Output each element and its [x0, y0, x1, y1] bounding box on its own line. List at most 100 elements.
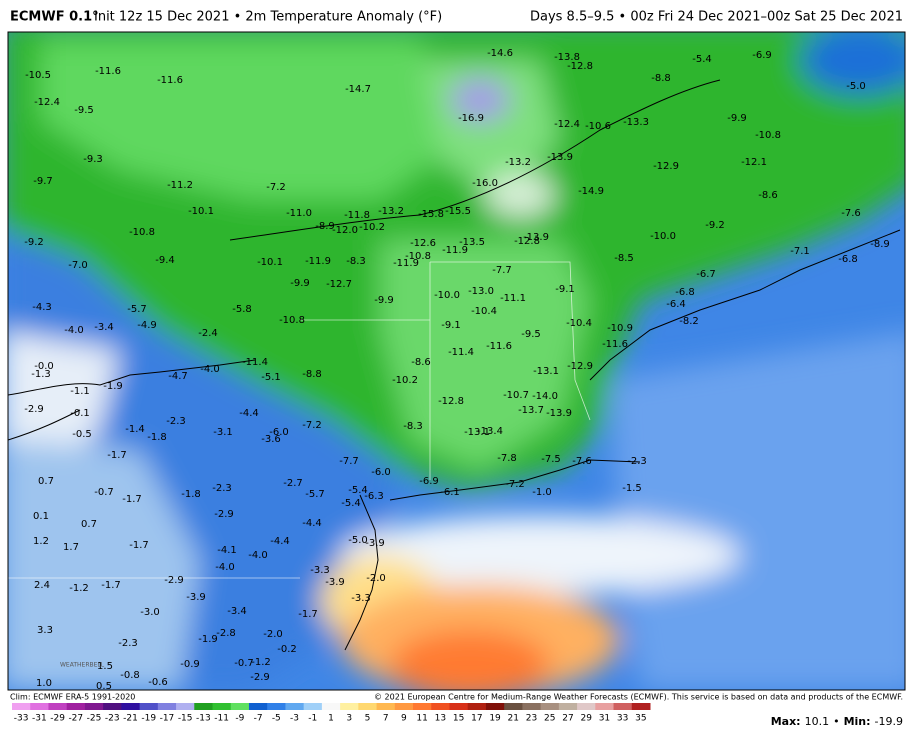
climatology: Clim: ECMWF ERA-5 1991-2020	[10, 693, 135, 702]
anomaly-label: -1.5	[622, 483, 642, 494]
value-labels: -10.5 -11.6-11.6-14.7-14.6 -13.8-12.8-5.4-…	[24, 48, 890, 692]
anomaly-label: -13.3	[623, 117, 649, 128]
colorbar-swatch	[48, 703, 68, 710]
anomaly-label: -1.0	[532, 487, 552, 498]
anomaly-label: -9.3	[83, 154, 103, 165]
anomaly-label: -6.9	[419, 476, 439, 487]
anomaly-label: -7.2	[266, 182, 286, 193]
anomaly-label: -2.3	[627, 456, 647, 467]
colorbar-swatch	[522, 703, 542, 710]
anomaly-label: -2.0	[366, 573, 386, 584]
anomaly-label: -11.6	[157, 75, 183, 86]
colorbar-swatch	[121, 703, 141, 710]
anomaly-label: -6.0	[269, 427, 289, 438]
anomaly-label: -9.2	[24, 237, 44, 248]
anomaly-label: -7.7	[492, 265, 512, 276]
anomaly-label: -10.4	[471, 306, 497, 317]
colorbar-tick-label: 35	[635, 714, 646, 724]
colorbar-tick-label: 13	[435, 714, 446, 724]
anomaly-label: -2.9	[164, 575, 184, 586]
anomaly-label: -8.9	[315, 221, 335, 232]
anomaly-label: -2.0	[263, 629, 283, 640]
anomaly-label: -11.9	[305, 256, 331, 267]
anomaly-label: 1.2	[33, 536, 49, 547]
anomaly-label: -4.9	[137, 320, 157, 331]
anomaly-label: -6.0	[371, 467, 391, 478]
anomaly-label: -6.7	[696, 269, 716, 280]
anomaly-label: -12.4	[554, 119, 580, 130]
anomaly-label: -9.9	[727, 113, 747, 124]
anomaly-label: -8.8	[651, 73, 671, 84]
anomaly-label: -5.7	[305, 489, 325, 500]
logo: WEATHERBELL	[60, 662, 105, 669]
anomaly-label: -12.1	[741, 157, 767, 168]
colorbar-tick-label: -7	[254, 714, 263, 724]
anomaly-label: -9.5	[74, 105, 94, 116]
anomaly-label: 0.5	[96, 681, 112, 692]
anomaly-label: -3.9	[325, 577, 345, 588]
anomaly-label: -10.8	[279, 315, 305, 326]
anomaly-label: -7.5	[541, 454, 561, 465]
colorbar-swatch	[248, 703, 268, 710]
anomaly-label: -0.0	[34, 361, 54, 372]
colorbar-swatch	[577, 703, 596, 710]
anomaly-label: -5.0	[846, 81, 866, 92]
anomaly-label: -13.4	[477, 426, 503, 437]
anomaly-label: -8.3	[346, 256, 366, 267]
anomaly-label: -0.9	[180, 659, 200, 670]
stats-part: Min:	[844, 715, 871, 728]
subtitle: Init 12z 15 Dec 2021 • 2m Temperature An…	[94, 10, 442, 25]
anomaly-label: -13.0	[468, 286, 494, 297]
anomaly-label: -1.8	[147, 432, 167, 443]
colorbar-swatch	[212, 703, 232, 710]
anomaly-label: -9.7	[33, 176, 53, 187]
anomaly-label: -11.9	[442, 245, 468, 256]
anomaly-label: -1.2	[69, 583, 89, 594]
anomaly-label: -12.7	[326, 279, 352, 290]
anomaly-label: -13.5	[459, 237, 485, 248]
anomaly-label: -0.5	[72, 429, 92, 440]
colorbar-tick-label: -9	[235, 714, 244, 724]
anomaly-label: -0.6	[148, 677, 168, 688]
anomaly-label: -9.9	[290, 278, 310, 289]
colorbar-swatch	[139, 703, 159, 710]
anomaly-label: -4.0	[215, 562, 235, 573]
colorbar-swatch	[558, 703, 578, 710]
colorbar-swatch	[540, 703, 560, 710]
anomaly-label: -10.5	[25, 70, 51, 81]
anomaly-label: -8.2	[679, 316, 699, 327]
anomaly-label: -7.0	[68, 260, 88, 271]
anomaly-label: -2.3	[166, 416, 186, 427]
colorbar-tick-label: 17	[471, 714, 482, 724]
colorbar-tick-label: -23	[105, 714, 120, 724]
colorbar-swatch	[66, 703, 86, 710]
colorbar-swatch	[340, 703, 359, 710]
colorbar-tick-label: -13	[196, 714, 211, 724]
colorbar-tick-label: 15	[453, 714, 464, 724]
anomaly-label: -2.3	[212, 483, 232, 494]
colorbar-swatch	[449, 703, 469, 710]
colorbar-swatch	[194, 703, 214, 710]
colorbar-tick-label: 7	[383, 714, 389, 724]
anomaly-label: -10.8	[755, 130, 781, 141]
anomaly-label: -11.6	[486, 341, 512, 352]
anomaly-label: -10.4	[566, 318, 592, 329]
anomaly-label: -2.9	[250, 672, 270, 683]
colorbar-swatch	[376, 703, 396, 710]
anomaly-label: -10.1	[257, 257, 283, 268]
anomaly-label: -1.7	[129, 540, 149, 551]
anomaly-label: -5.4	[348, 485, 368, 496]
copyright: © 2021 European Centre for Medium-Range …	[374, 693, 903, 702]
anomaly-label: -2.8	[216, 628, 236, 639]
colorbar-swatch	[595, 703, 615, 710]
anomaly-label: -0.2	[277, 644, 297, 655]
anomaly-label: -5.4	[692, 54, 712, 65]
anomaly-label: -9.1	[555, 284, 575, 295]
colorbar-tick-label: -15	[178, 714, 193, 724]
anomaly-label: 1.7	[63, 542, 79, 553]
colorbar-tick-label: -33	[14, 714, 29, 724]
anomaly-label: -10.8	[405, 251, 431, 262]
anomaly-label: -11.6	[95, 66, 121, 77]
anomaly-label: -8.6	[758, 190, 778, 201]
